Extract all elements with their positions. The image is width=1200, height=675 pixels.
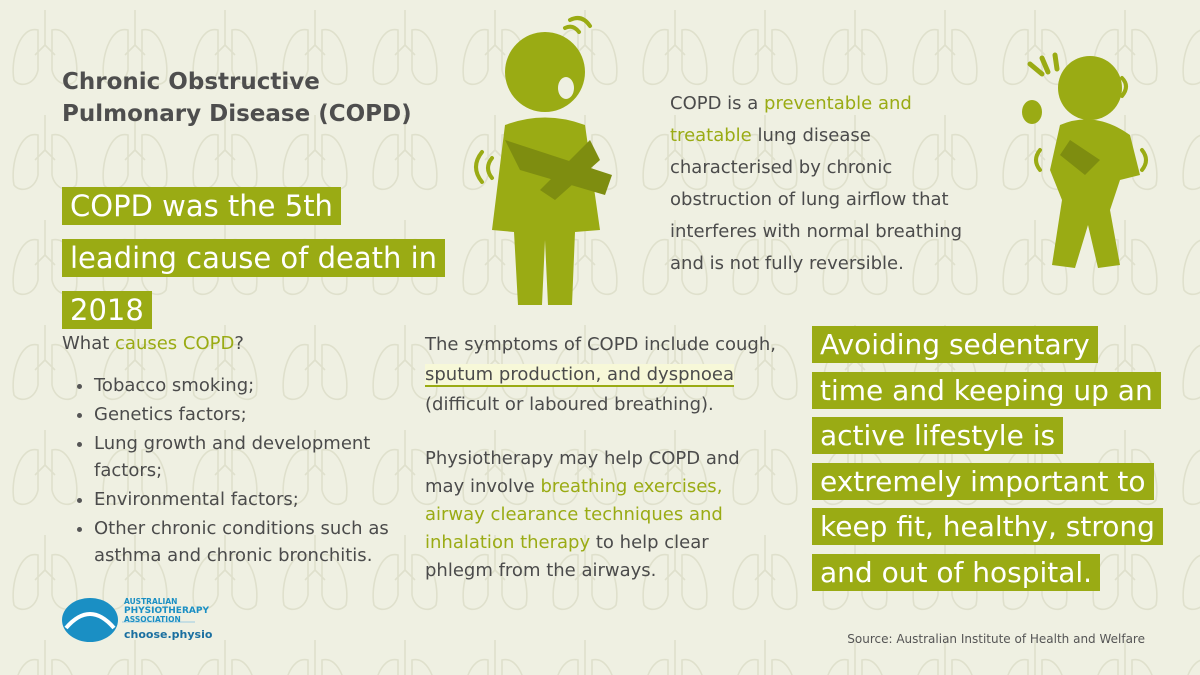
cause-item: Other chronic conditions such as asthma … <box>94 515 424 569</box>
symptoms: The symptoms of COPD include cough, sput… <box>425 330 800 420</box>
text: Physiotherapy may help COPD and may invo… <box>425 448 740 497</box>
text: (difficult or laboured breathing). <box>425 394 714 415</box>
logo-mark <box>62 598 195 642</box>
logo-text: AUSTRALIAN PHYSIOTHERAPY ASSOCIATION <box>124 598 209 624</box>
cause-item: Genetics factors; <box>94 401 424 428</box>
text: ? <box>234 333 244 354</box>
text: lung disease characterised by chronic ob… <box>670 125 963 274</box>
figure-coughing <box>474 16 612 305</box>
highlight: COPD was the 5th leading cause of death … <box>62 187 446 329</box>
physiotherapy: Physiotherapy may help COPD and may invo… <box>425 445 755 585</box>
text: The symptoms of COPD include cough, <box>425 334 776 355</box>
cause-item: Environmental factors; <box>94 486 424 513</box>
logo-url: choose.physio <box>124 628 213 641</box>
source: Source: Australian Institute of Health a… <box>847 632 1145 646</box>
logo-line: AUSTRALIAN <box>124 597 178 606</box>
cause-item: Tobacco smoking; <box>94 372 424 399</box>
title: Chronic Obstructive Pulmonary Disease (C… <box>62 69 412 127</box>
cause-item: Lung growth and development factors; <box>94 430 424 484</box>
text: What <box>62 333 116 354</box>
definition: COPD is a preventable and treatable lung… <box>670 88 980 280</box>
emphasis: causes COPD <box>115 333 235 354</box>
callout-box: Avoiding sedentary time and keeping up a… <box>812 322 1163 595</box>
logo-line: PHYSIOTHERAPY <box>124 606 209 616</box>
causes-list: Tobacco smoking;Genetics factors;Lung gr… <box>62 372 424 571</box>
highlight-box: COPD was the 5th leading cause of death … <box>62 180 446 336</box>
text: COPD is a <box>670 93 765 114</box>
emphasis: preventable and treatable <box>670 93 912 146</box>
logo-line: ASSOCIATION <box>124 615 181 624</box>
callout: Avoiding sedentary time and keeping up a… <box>812 326 1163 591</box>
figure-breathless <box>1022 52 1148 268</box>
text: to help clear phlegm from the airways. <box>425 532 709 581</box>
emphasis: breathing exercises, airway clearance te… <box>425 476 723 553</box>
emphasis: sputum production, and dyspnoea <box>425 364 735 387</box>
causes-heading: What causes COPD? <box>62 333 244 354</box>
